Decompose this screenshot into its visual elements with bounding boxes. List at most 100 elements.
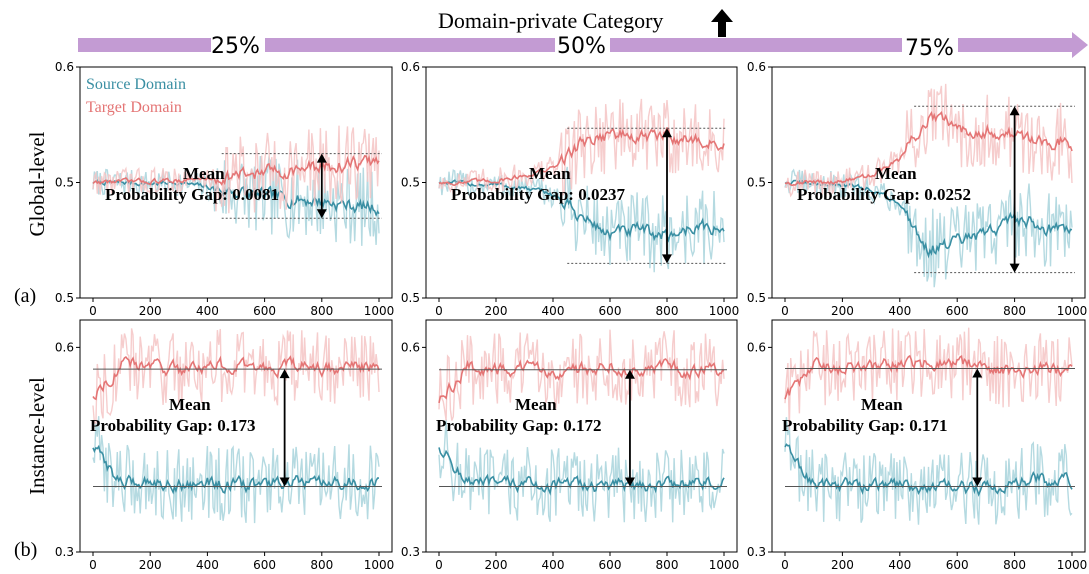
annotation-gap: Probability Gap: 0.171 [782, 416, 947, 435]
y-tick-label: 0.6 [55, 60, 74, 74]
y-tick-label: 0.6 [55, 340, 74, 354]
target-raw-band [784, 327, 1073, 430]
legend-target: Target Domain [86, 99, 182, 116]
x-tick-label: 400 [888, 304, 911, 318]
plot-area [784, 327, 1073, 525]
x-tick-label: 1000 [364, 304, 395, 318]
gap-arrow-head-up [279, 369, 290, 379]
y-tick-label: 0.3 [747, 545, 766, 559]
chart-panel-global-75: 0 200 400 600 800 1000 0.6 0.5 0.5 Mean Probabilit… [747, 60, 1087, 318]
row-tag-a: (a) [14, 285, 36, 307]
annotation-gap: Probability Gap: 0.0081 [105, 185, 279, 204]
x-tick-label: 600 [946, 558, 969, 572]
x-tick-label: 800 [310, 558, 333, 572]
plot-area [438, 98, 725, 273]
y-tick-label: 0.5 [401, 291, 420, 305]
plot-area [438, 329, 725, 523]
x-tick-label: 600 [946, 304, 969, 318]
up-arrow-icon [711, 9, 733, 37]
target-series-line [784, 110, 1073, 187]
chart-panel-instance-25: 0 200 400 600 800 1000 0.6 0.3 Mean Probability G… [55, 319, 395, 572]
x-tick-label: 800 [1003, 558, 1026, 572]
x-tick-label: 800 [310, 304, 333, 318]
row-tag-b: (b) [14, 539, 37, 561]
x-tick-label: 600 [599, 558, 622, 572]
source-series-line [438, 447, 725, 496]
legend-source: Source Domain [86, 76, 186, 93]
x-tick-label: 0 [435, 304, 443, 318]
annotation-mean: Mean [529, 164, 571, 183]
source-raw-band [92, 155, 380, 246]
annotation-mean: Mean [169, 395, 211, 414]
x-tick-label: 200 [485, 558, 508, 572]
band-segment-1 [78, 38, 211, 52]
annotation-gap: Probability Gap: 0.173 [90, 416, 255, 435]
annotation-mean: Mean [183, 164, 225, 183]
x-tick-label: 400 [888, 558, 911, 572]
gap-arrow-head-up [662, 128, 672, 138]
gap-arrow-head-down [624, 477, 635, 487]
y-tick-label: 0.5 [401, 176, 420, 190]
annotation-gap: Probability Gap: 0.0252 [797, 185, 971, 204]
source-series-line [92, 444, 379, 495]
header: Domain-private Category 25% 50% 75% [78, 8, 1088, 61]
plot-area [784, 83, 1073, 288]
x-tick-label: 600 [253, 558, 276, 572]
header-title: Domain-private Category [438, 8, 663, 33]
target-series-line [784, 354, 1073, 400]
y-tick-label: 0.5 [55, 291, 74, 305]
annotation-mean: Mean [861, 395, 903, 414]
x-tick-label: 400 [542, 304, 565, 318]
target-raw-band [438, 329, 725, 421]
target-series-line [92, 154, 380, 186]
x-tick-label: 200 [831, 558, 854, 572]
source-raw-band [438, 166, 725, 273]
x-tick-label: 0 [89, 558, 97, 572]
x-tick-label: 600 [599, 304, 622, 318]
x-tick-label: 0 [435, 558, 443, 572]
annotation-mean: Mean [515, 395, 557, 414]
x-tick-label: 200 [485, 304, 508, 318]
y-tick-label: 0.5 [747, 176, 766, 190]
chart-panel-global-25: 0 200 400 600 800 1000 0.6 0.5 0.5 Mean Probabilit… [55, 60, 394, 318]
axes-frame [79, 319, 393, 553]
x-tick-label: 200 [139, 558, 162, 572]
y-tick-label: 0.6 [747, 60, 766, 74]
x-tick-label: 400 [542, 558, 565, 572]
source-series-line [784, 179, 1073, 259]
plot-area [92, 125, 380, 246]
gap-arrow-head-down [279, 477, 290, 487]
y-tick-label: 0.6 [401, 60, 420, 74]
x-tick-label: 0 [781, 558, 789, 572]
percent-label-75: 75% [905, 36, 954, 61]
x-tick-label: 0 [781, 304, 789, 318]
row-label-global: Global-level [25, 131, 49, 236]
target-raw-band [784, 83, 1073, 198]
y-tick-label: 0.6 [747, 340, 766, 354]
gap-arrow-head-up [1009, 106, 1020, 116]
x-tick-label: 1000 [1057, 304, 1088, 318]
x-tick-label: 1000 [1057, 558, 1088, 572]
y-tick-label: 0.3 [55, 545, 74, 559]
x-tick-label: 400 [196, 558, 219, 572]
target-raw-band [92, 125, 380, 214]
annotation-gap: Probability Gap: 0.172 [436, 416, 601, 435]
band-arrow-head [958, 32, 1088, 58]
row-label-instance: Instance-level [25, 377, 49, 495]
gap-arrow-head-down [662, 254, 672, 264]
y-tick-label: 0.5 [747, 291, 766, 305]
x-tick-label: 0 [89, 304, 97, 318]
x-tick-label: 1000 [364, 558, 395, 572]
x-tick-label: 800 [1003, 304, 1026, 318]
gap-arrow-head-down [1009, 263, 1020, 273]
chart-panel-instance-75: 0 200 400 600 800 1000 0.6 0.3 Mean Probability G… [747, 319, 1088, 572]
x-tick-label: 200 [139, 304, 162, 318]
band-segment-3 [610, 38, 902, 52]
x-tick-label: 1000 [709, 558, 740, 572]
chart-panel-global-50: 0 200 400 600 800 1000 0.6 0.5 0.5 Mean Probabilit… [401, 60, 739, 318]
axes-frame [771, 319, 1086, 553]
percent-label-25: 25% [211, 34, 260, 59]
x-tick-label: 800 [656, 558, 679, 572]
